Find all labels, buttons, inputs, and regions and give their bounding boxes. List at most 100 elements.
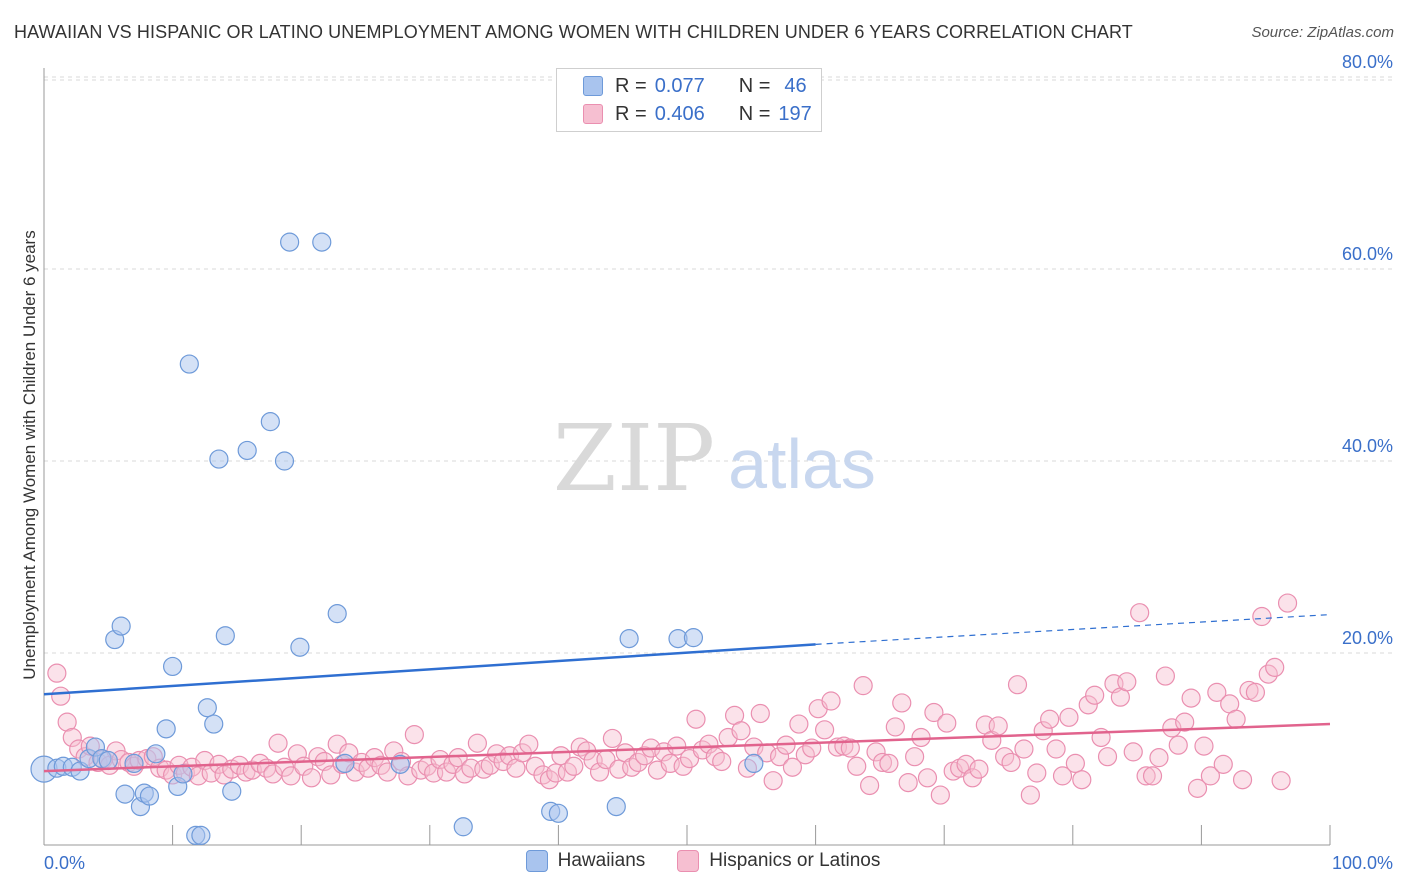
hispanic-point (750, 703, 770, 724)
grid-lines (44, 76, 1394, 654)
hawaiians-swatch (525, 850, 548, 872)
hawaiian-point (744, 753, 764, 774)
trend-lines (43, 614, 1331, 773)
legend-row-hawaiians: R = 0.077 N = 46 (583, 73, 807, 99)
tick-labels: 20.0% 40.0% 60.0% 80.0% 0.0% 100.0% (44, 52, 1393, 873)
hispanic-point (1020, 785, 1040, 805)
hawaiian-point (197, 698, 217, 718)
y-tick-label: 40.0% (1342, 436, 1393, 456)
hispanic-point (731, 721, 751, 741)
hispanic-point (769, 747, 790, 767)
hispanic-point (1271, 771, 1291, 791)
legend-item-hispanics[interactable]: Hispanics or Latinos (677, 850, 880, 872)
hawaiian-point (327, 604, 347, 624)
hispanic-point (1027, 763, 1047, 783)
hispanic-point (1181, 688, 1201, 708)
hawaiian-point (124, 753, 144, 774)
hispanic-point (860, 775, 880, 796)
hawaiian-point (335, 753, 355, 774)
hawaiian-point (156, 719, 176, 739)
hispanic-point (673, 756, 693, 776)
axes (43, 68, 1331, 846)
hawaiian-point (139, 786, 160, 806)
hispanic-point (480, 755, 500, 775)
hispanic-point (1187, 778, 1208, 798)
hispanic-point (937, 713, 957, 733)
hispanic-point (930, 785, 950, 805)
hawaiian-point (204, 714, 224, 734)
hispanic-point (1168, 735, 1188, 755)
r-label: R = (615, 74, 647, 97)
hispanic-point (1117, 672, 1137, 692)
hispanic-point (1014, 739, 1034, 759)
hawaiian-point (98, 750, 118, 771)
source-label: Source: ZipAtlas.com (1251, 24, 1394, 41)
hispanic-point (1078, 695, 1098, 715)
hawaiian-point (619, 628, 639, 649)
legend-label-hawaiians: Hawaiians (557, 850, 646, 871)
hispanic-point (924, 702, 944, 723)
hawaiian-point (173, 764, 193, 784)
hispanic-point (853, 676, 873, 696)
legend-row-hispanics: R = 0.406 N = 197 (583, 101, 812, 127)
hispanic-point (214, 765, 234, 785)
series-legend: Hawaiians Hispanics or Latinos (0, 850, 1406, 872)
legend-item-hawaiians[interactable]: Hawaiians (525, 850, 646, 872)
y-tick-label: 60.0% (1342, 244, 1393, 264)
hispanic-point (301, 768, 322, 788)
hispanic-point (1130, 603, 1150, 623)
hawaiian-point (683, 628, 704, 648)
hispanic-point (712, 751, 732, 772)
hispanics-swatch (677, 850, 700, 872)
hispanic-point (1149, 748, 1169, 768)
hawaiian-point (280, 232, 300, 252)
hispanic-point (47, 663, 67, 683)
hispanic-point (589, 762, 610, 782)
r-label: R = (615, 102, 647, 125)
hawaiian-point (146, 744, 166, 764)
hispanic-point (1136, 766, 1156, 786)
hispanic-point (1175, 712, 1195, 732)
hispanic-point (57, 712, 77, 732)
hispanics-points (47, 593, 1298, 805)
hispanic-point (840, 738, 860, 758)
hawaiian-point (209, 449, 229, 469)
hispanic-point (564, 756, 584, 776)
hispanic-point (782, 757, 803, 777)
chart-title: HAWAIIAN VS HISPANIC OR LATINO UNEMPLOYM… (14, 22, 1133, 42)
hispanic-point (1142, 766, 1163, 786)
hispanic-point (885, 717, 905, 737)
hispanic-point (268, 733, 288, 753)
hispanic-point (1085, 685, 1105, 705)
hawaiian-point (312, 232, 332, 252)
hispanic-point (1207, 682, 1227, 702)
hispanic-point (892, 693, 912, 713)
hispanic-point (1277, 593, 1298, 613)
correlation-legend: R = 0.077 N = 46 R = 0.406 N = 197 (556, 68, 822, 132)
hispanic-point (634, 746, 655, 766)
y-tick-label: 80.0% (1342, 52, 1393, 72)
hispanic-point (62, 727, 82, 748)
hispanic-point (911, 727, 931, 748)
hispanic-point (615, 743, 635, 763)
hispanic-point (686, 709, 706, 729)
hawaiian-point (111, 616, 131, 636)
hawaiian-point (390, 754, 410, 774)
hispanic-point (1232, 770, 1253, 790)
n-label: N = (738, 74, 771, 97)
hispanic-point (905, 747, 925, 767)
hawaiian-point (548, 803, 569, 823)
hawaiians-trend-line (43, 643, 816, 696)
hispanic-point (1226, 709, 1246, 729)
hispanic-point (898, 772, 918, 793)
hispanic-point (1252, 606, 1272, 627)
hispanic-point (519, 734, 539, 754)
hispanic-point (821, 691, 841, 711)
hispanic-point (1200, 766, 1221, 786)
hispanic-point (847, 756, 867, 776)
hawaiian-point (191, 825, 211, 846)
hawaiian-point (115, 784, 135, 804)
watermark-zip: ZIP (553, 405, 715, 512)
hawaiian-point (290, 637, 310, 657)
